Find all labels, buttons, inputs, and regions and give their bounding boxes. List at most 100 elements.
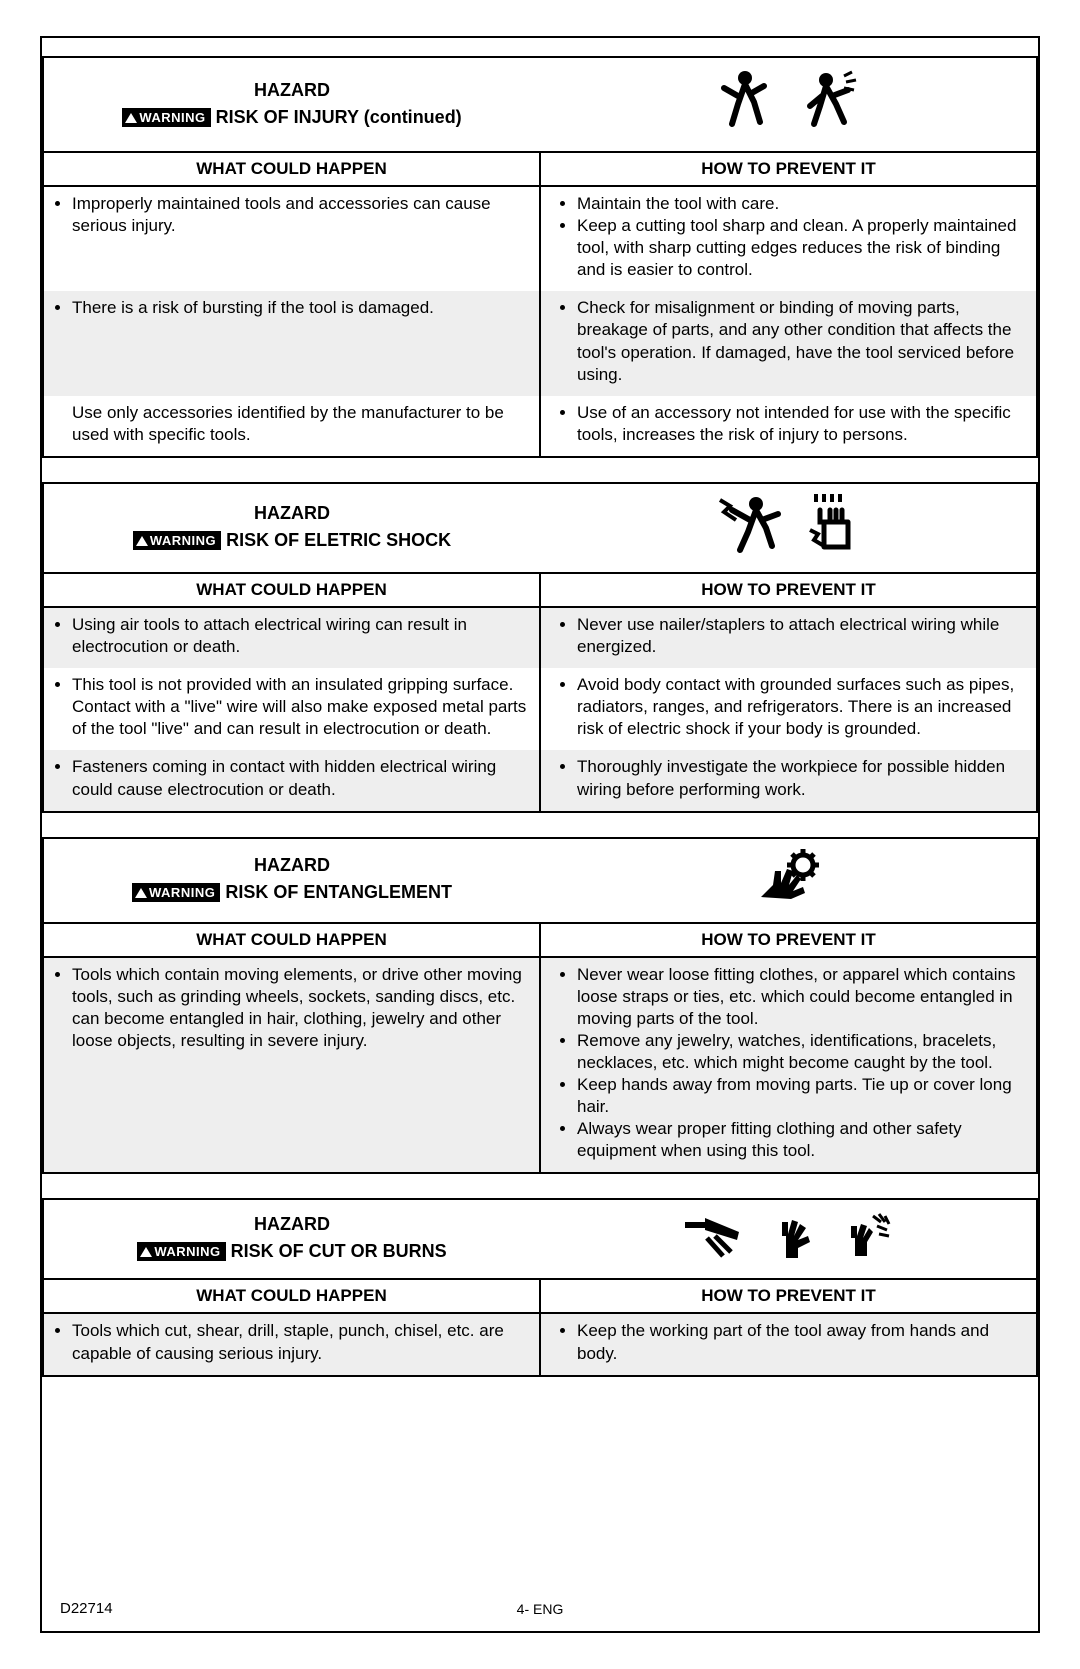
hazard-title: HAZARD — [54, 855, 530, 876]
table-row: Improperly maintained tools and accessor… — [43, 186, 1037, 291]
hazard-subtitle: RISK OF ENTANGLEMENT — [225, 882, 452, 902]
how-to-prevent-cell: Use of an accessory not intended for use… — [540, 396, 1037, 457]
col-header-left: WHAT COULD HAPPEN — [43, 1279, 540, 1313]
hazard-subtitle-line: WARNING RISK OF ENTANGLEMENT — [54, 882, 530, 903]
hazard-header-left: HAZARD WARNING RISK OF ENTANGLEMENT — [43, 838, 540, 923]
how-to-prevent-cell: Thoroughly investigate the workpiece for… — [540, 750, 1037, 811]
warning-badge: WARNING — [133, 531, 221, 550]
table-row: Use only accessories identified by the m… — [43, 396, 1037, 457]
table-row: Fasteners coming in contact with hidden … — [43, 750, 1037, 811]
hazard-subtitle-line: WARNING RISK OF INJURY (continued) — [54, 107, 530, 128]
list-item: Check for misalignment or binding of mov… — [577, 297, 1028, 385]
cut-icon-3 — [837, 1208, 897, 1263]
column-headers-row: WHAT COULD HAPPEN HOW TO PREVENT IT — [43, 923, 1037, 957]
col-header-right: HOW TO PREVENT IT — [540, 1279, 1037, 1313]
list-item: Using air tools to attach electrical wir… — [72, 614, 531, 658]
table-row: Tools which cut, shear, drill, staple, p… — [43, 1313, 1037, 1375]
warning-badge: WARNING — [122, 108, 210, 127]
hazard-subtitle: RISK OF ELETRIC SHOCK — [226, 530, 451, 550]
column-headers-row: WHAT COULD HAPPEN HOW TO PREVENT IT — [43, 152, 1037, 186]
hazard-tables-container: HAZARD WARNING RISK OF INJURY (continued… — [42, 56, 1038, 1377]
col-header-left: WHAT COULD HAPPEN — [43, 923, 540, 957]
hazard-icons — [540, 838, 1037, 923]
list-item: Keep the working part of the tool away f… — [577, 1320, 1028, 1364]
bullet-list: Tools which cut, shear, drill, staple, p… — [52, 1320, 531, 1364]
hazard-table: HAZARD WARNING RISK OF ELETRIC SHOCK WHA… — [42, 482, 1038, 813]
bullet-list: Maintain the tool with care.Keep a cutti… — [549, 193, 1028, 281]
col-header-right: HOW TO PREVENT IT — [540, 152, 1037, 186]
how-to-prevent-cell: Maintain the tool with care.Keep a cutti… — [540, 186, 1037, 291]
table-row: There is a risk of bursting if the tool … — [43, 291, 1037, 395]
bullet-list: Thoroughly investigate the workpiece for… — [549, 756, 1028, 800]
list-item: Remove any jewelry, watches, identificat… — [577, 1030, 1028, 1074]
list-item: Thoroughly investigate the workpiece for… — [577, 756, 1028, 800]
hazard-subtitle-line: WARNING RISK OF CUT OR BURNS — [54, 1241, 530, 1262]
bullet-list: Use of an accessory not intended for use… — [549, 402, 1028, 446]
table-row: Using air tools to attach electrical wir… — [43, 607, 1037, 668]
hazard-header-row: HAZARD WARNING RISK OF ENTANGLEMENT — [43, 838, 1037, 923]
hazard-header-left: HAZARD WARNING RISK OF INJURY (continued… — [43, 57, 540, 152]
what-could-happen-cell: Tools which cut, shear, drill, staple, p… — [43, 1313, 540, 1375]
hazard-title: HAZARD — [54, 1214, 530, 1235]
how-to-prevent-cell: Check for misalignment or binding of mov… — [540, 291, 1037, 395]
col-header-left: WHAT COULD HAPPEN — [43, 573, 540, 607]
hazard-icons — [540, 57, 1037, 152]
hazard-table: HAZARD WARNING RISK OF CUT OR BURNS WHAT… — [42, 1198, 1038, 1376]
bullet-list: This tool is not provided with an insula… — [52, 674, 531, 740]
list-item: This tool is not provided with an insula… — [72, 674, 531, 740]
list-item: Maintain the tool with care. — [577, 193, 1028, 215]
table-row: Tools which contain moving elements, or … — [43, 957, 1037, 1174]
bullet-list: Avoid body contact with grounded surface… — [549, 674, 1028, 740]
hazard-header-left: HAZARD WARNING RISK OF CUT OR BURNS — [43, 1199, 540, 1279]
hazard-table: HAZARD WARNING RISK OF INJURY (continued… — [42, 56, 1038, 458]
cut-icon-2 — [766, 1208, 821, 1263]
hazard-header-row: HAZARD WARNING RISK OF INJURY (continued… — [43, 57, 1037, 152]
column-headers-row: WHAT COULD HAPPEN HOW TO PREVENT IT — [43, 573, 1037, 607]
injury-icon-2 — [796, 66, 866, 136]
cut-icon-1 — [679, 1208, 749, 1263]
col-header-left: WHAT COULD HAPPEN — [43, 152, 540, 186]
what-could-happen-cell: This tool is not provided with an insula… — [43, 668, 540, 750]
how-to-prevent-cell: Keep the working part of the tool away f… — [540, 1313, 1037, 1375]
hazard-icons — [540, 483, 1037, 573]
hazard-header-row: HAZARD WARNING RISK OF ELETRIC SHOCK — [43, 483, 1037, 573]
bullet-list: Fasteners coming in contact with hidden … — [52, 756, 531, 800]
list-item: Never wear loose fitting clothes, or app… — [577, 964, 1028, 1030]
how-to-prevent-cell: Never wear loose fitting clothes, or app… — [540, 957, 1037, 1174]
what-could-happen-cell: Tools which contain moving elements, or … — [43, 957, 540, 1174]
list-item: Fasteners coming in contact with hidden … — [72, 756, 531, 800]
what-could-happen-cell: Improperly maintained tools and accessor… — [43, 186, 540, 291]
what-could-happen-cell: Fasteners coming in contact with hidden … — [43, 750, 540, 811]
what-could-happen-cell: There is a risk of bursting if the tool … — [43, 291, 540, 395]
bullet-list: Using air tools to attach electrical wir… — [52, 614, 531, 658]
bullet-list: Never use nailer/staplers to attach elec… — [549, 614, 1028, 658]
hazard-title: HAZARD — [54, 503, 530, 524]
bullet-list: Improperly maintained tools and accessor… — [52, 193, 531, 237]
hazard-header-left: HAZARD WARNING RISK OF ELETRIC SHOCK — [43, 483, 540, 573]
list-item: Tools which contain moving elements, or … — [72, 964, 531, 1052]
shock-icon-2 — [804, 492, 864, 557]
list-item: Tools which cut, shear, drill, staple, p… — [72, 1320, 531, 1364]
shock-icon-1 — [712, 492, 787, 557]
what-could-happen-cell: Use only accessories identified by the m… — [43, 396, 540, 457]
list-item: There is a risk of bursting if the tool … — [72, 297, 531, 319]
cell-text: Use only accessories identified by the m… — [52, 402, 531, 446]
how-to-prevent-cell: Avoid body contact with grounded surface… — [540, 668, 1037, 750]
hazard-subtitle-line: WARNING RISK OF ELETRIC SHOCK — [54, 530, 530, 551]
hazard-table: HAZARD WARNING RISK OF ENTANGLEMENT WHAT… — [42, 837, 1038, 1175]
bullet-list: Never wear loose fitting clothes, or app… — [549, 964, 1028, 1163]
page-frame: HAZARD WARNING RISK OF INJURY (continued… — [40, 36, 1040, 1633]
list-item: Never use nailer/staplers to attach elec… — [577, 614, 1028, 658]
bullet-list: Keep the working part of the tool away f… — [549, 1320, 1028, 1364]
injury-icon-1 — [710, 66, 780, 136]
list-item: Keep hands away from moving parts. Tie u… — [577, 1074, 1028, 1118]
list-item: Keep a cutting tool sharp and clean. A p… — [577, 215, 1028, 281]
col-header-right: HOW TO PREVENT IT — [540, 573, 1037, 607]
list-item: Avoid body contact with grounded surface… — [577, 674, 1028, 740]
list-item: Use of an accessory not intended for use… — [577, 402, 1028, 446]
footer-page-label: 4- ENG — [42, 1601, 1038, 1617]
list-item: Improperly maintained tools and accessor… — [72, 193, 531, 237]
bullet-list: There is a risk of bursting if the tool … — [52, 297, 531, 319]
hazard-title: HAZARD — [54, 80, 530, 101]
warning-badge: WARNING — [137, 1242, 225, 1261]
